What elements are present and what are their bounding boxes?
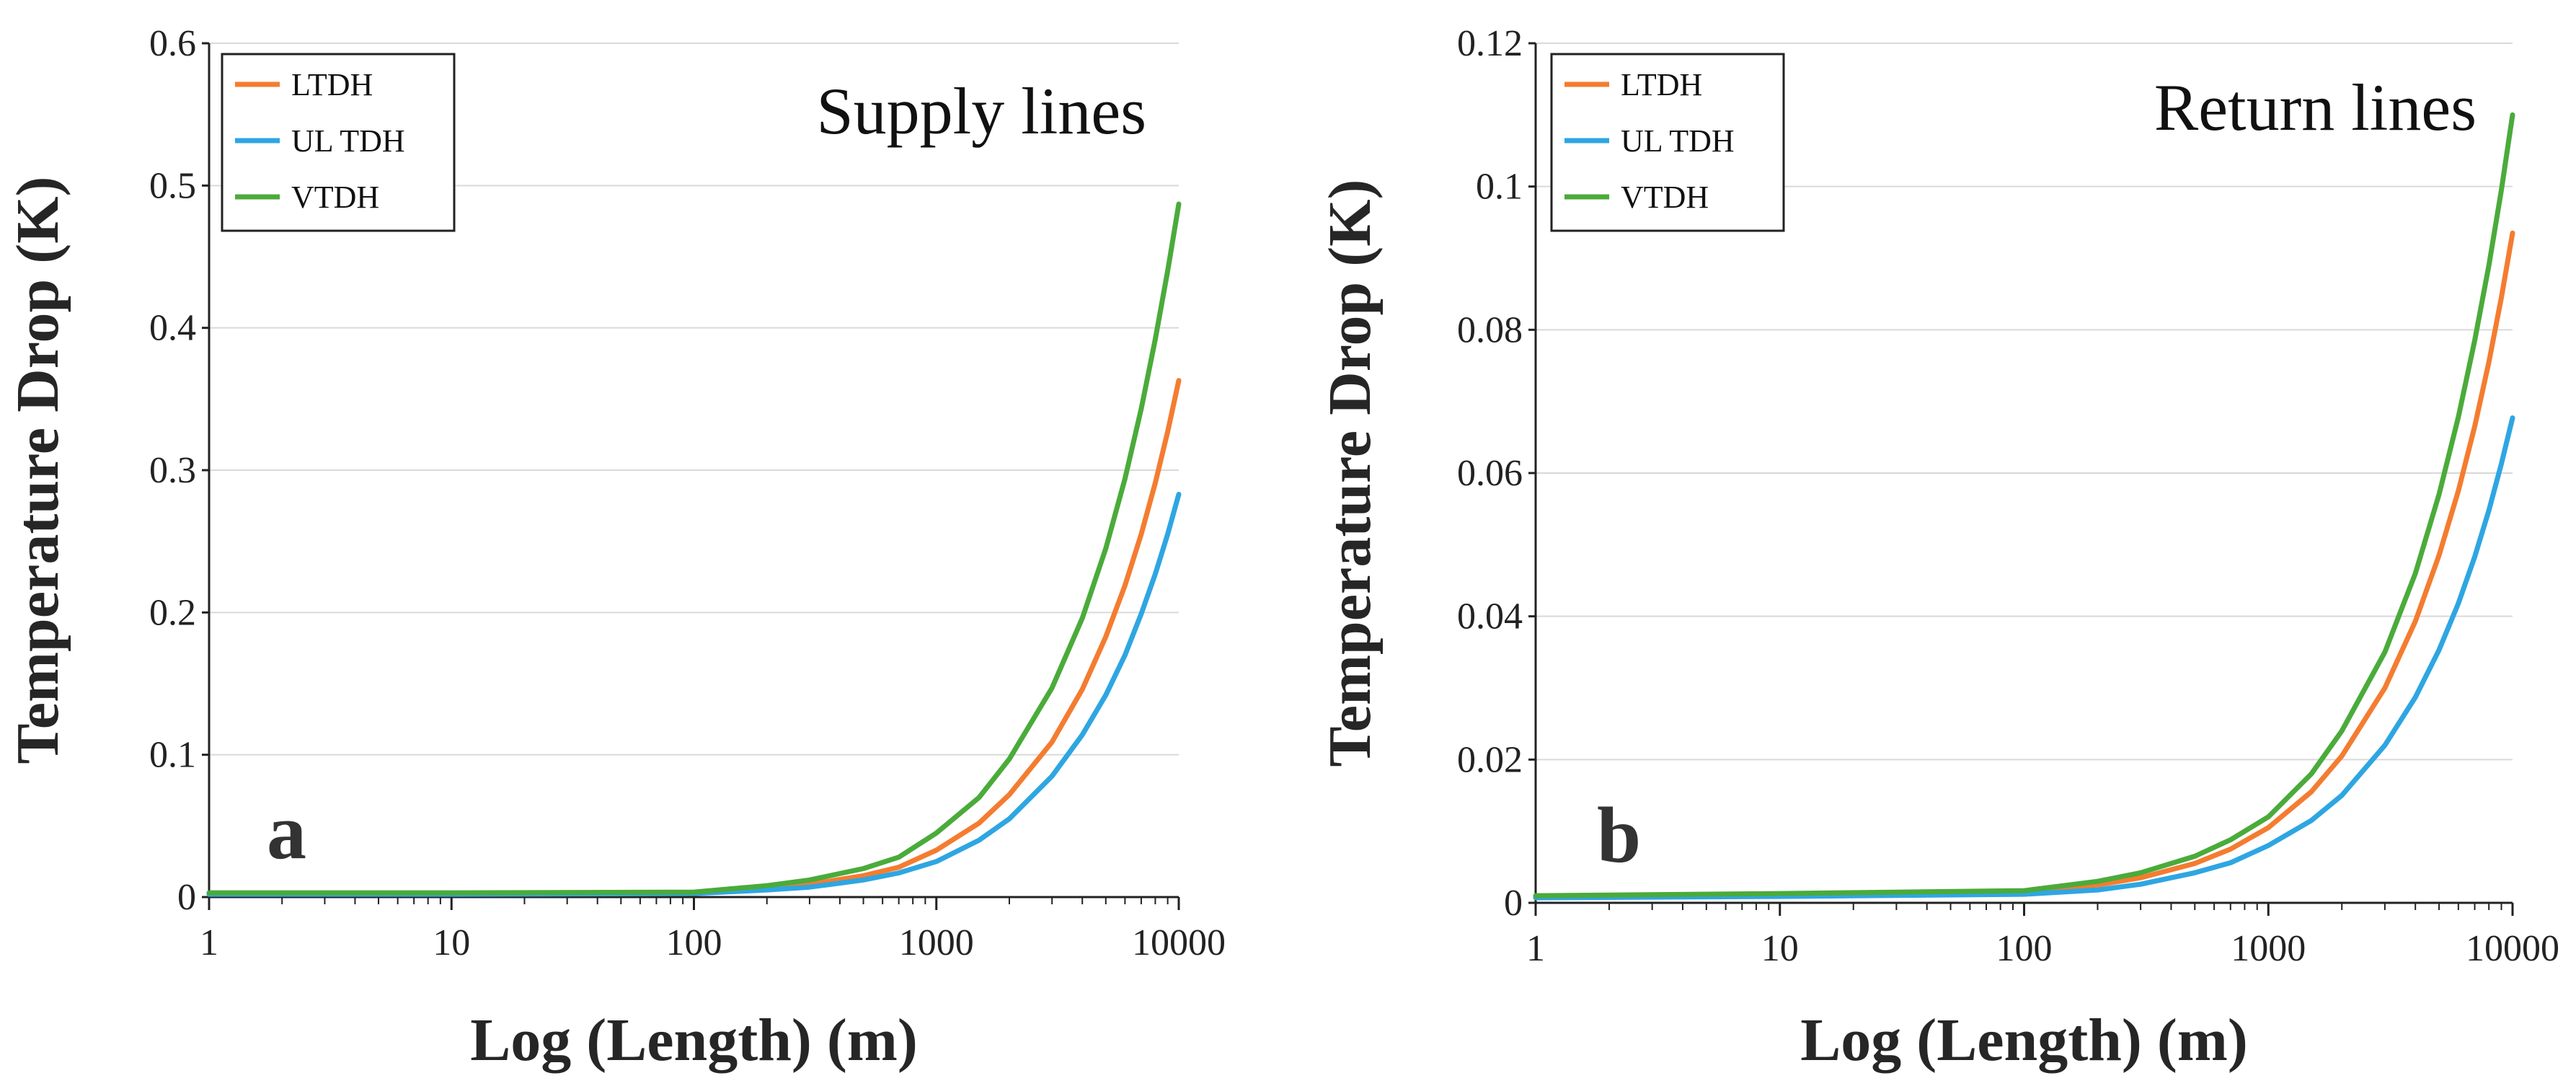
- panel-letter: a: [267, 787, 306, 875]
- x-axis-label: Log (Length) (m): [1800, 1007, 2248, 1074]
- x-tick-label: 1: [1526, 928, 1545, 969]
- x-tick-label: 10: [1761, 928, 1799, 969]
- y-tick-label: 0.6: [149, 23, 196, 64]
- x-tick-label: 1000: [2231, 928, 2306, 969]
- x-tick-label: 10000: [1132, 922, 1226, 963]
- y-tick-label: 0: [1504, 883, 1523, 924]
- series-line-ul-tdh: [206, 492, 1182, 897]
- x-tick-label: 1: [200, 922, 218, 963]
- y-tick-label: 0: [177, 877, 196, 918]
- legend-label: LTDH: [1621, 67, 1702, 102]
- series-line-ltdh: [1533, 230, 2515, 899]
- series-line-ul-tdh: [1533, 415, 2515, 901]
- y-tick-label: 0.4: [149, 308, 196, 349]
- y-tick-label: 0.3: [149, 450, 196, 491]
- y-tick-label: 0.12: [1457, 23, 1523, 64]
- y-tick-label: 0.5: [149, 165, 196, 206]
- legend: LTDH UL TDH VTDH: [1550, 53, 1785, 232]
- panel-title: Return lines: [2154, 71, 2477, 144]
- x-tick-label: 10000: [2466, 928, 2559, 969]
- legend-label: UL TDH: [291, 123, 405, 159]
- legend-label: VTDH: [291, 180, 379, 215]
- y-tick-label: 0.06: [1457, 453, 1523, 494]
- chart-panel-supply-lines: 0 0.1 0.2 0.3 0.4 0.5 0.6 1 10 100 1000 10000 Log (L…: [4, 23, 1226, 1074]
- y-tick-label: 0.1: [1476, 167, 1523, 208]
- x-tick-label: 100: [666, 922, 722, 963]
- x-tick-label: 1000: [899, 922, 974, 963]
- y-tick-label: 0.02: [1457, 739, 1523, 780]
- legend: LTDH UL TDH VTDH: [221, 53, 456, 232]
- y-tick-label: 0.04: [1457, 596, 1523, 637]
- y-axis-label: Temperature Drop (K): [4, 176, 71, 764]
- series-line-vtdh: [1533, 112, 2515, 899]
- panel-letter: b: [1597, 791, 1641, 879]
- chart-panel-return-lines: 0 0.02 0.04 0.06 0.08 0.1 0.12 1 10 100 1000 10000 L…: [1316, 23, 2559, 1074]
- y-tick-label: 0.1: [149, 735, 196, 776]
- series-line-vtdh: [206, 201, 1182, 896]
- legend-label: UL TDH: [1621, 123, 1735, 159]
- panel-title: Supply lines: [817, 74, 1146, 148]
- y-tick-label: 0.08: [1457, 309, 1523, 350]
- x-tick-label: 100: [1996, 928, 2053, 969]
- y-tick-label: 0.2: [149, 592, 196, 633]
- legend-label: LTDH: [291, 67, 373, 102]
- legend-label: VTDH: [1621, 180, 1709, 215]
- y-axis-label: Temperature Drop (K): [1316, 179, 1384, 767]
- x-tick-label: 10: [433, 922, 470, 963]
- x-axis-label: Log (Length) (m): [470, 1007, 918, 1074]
